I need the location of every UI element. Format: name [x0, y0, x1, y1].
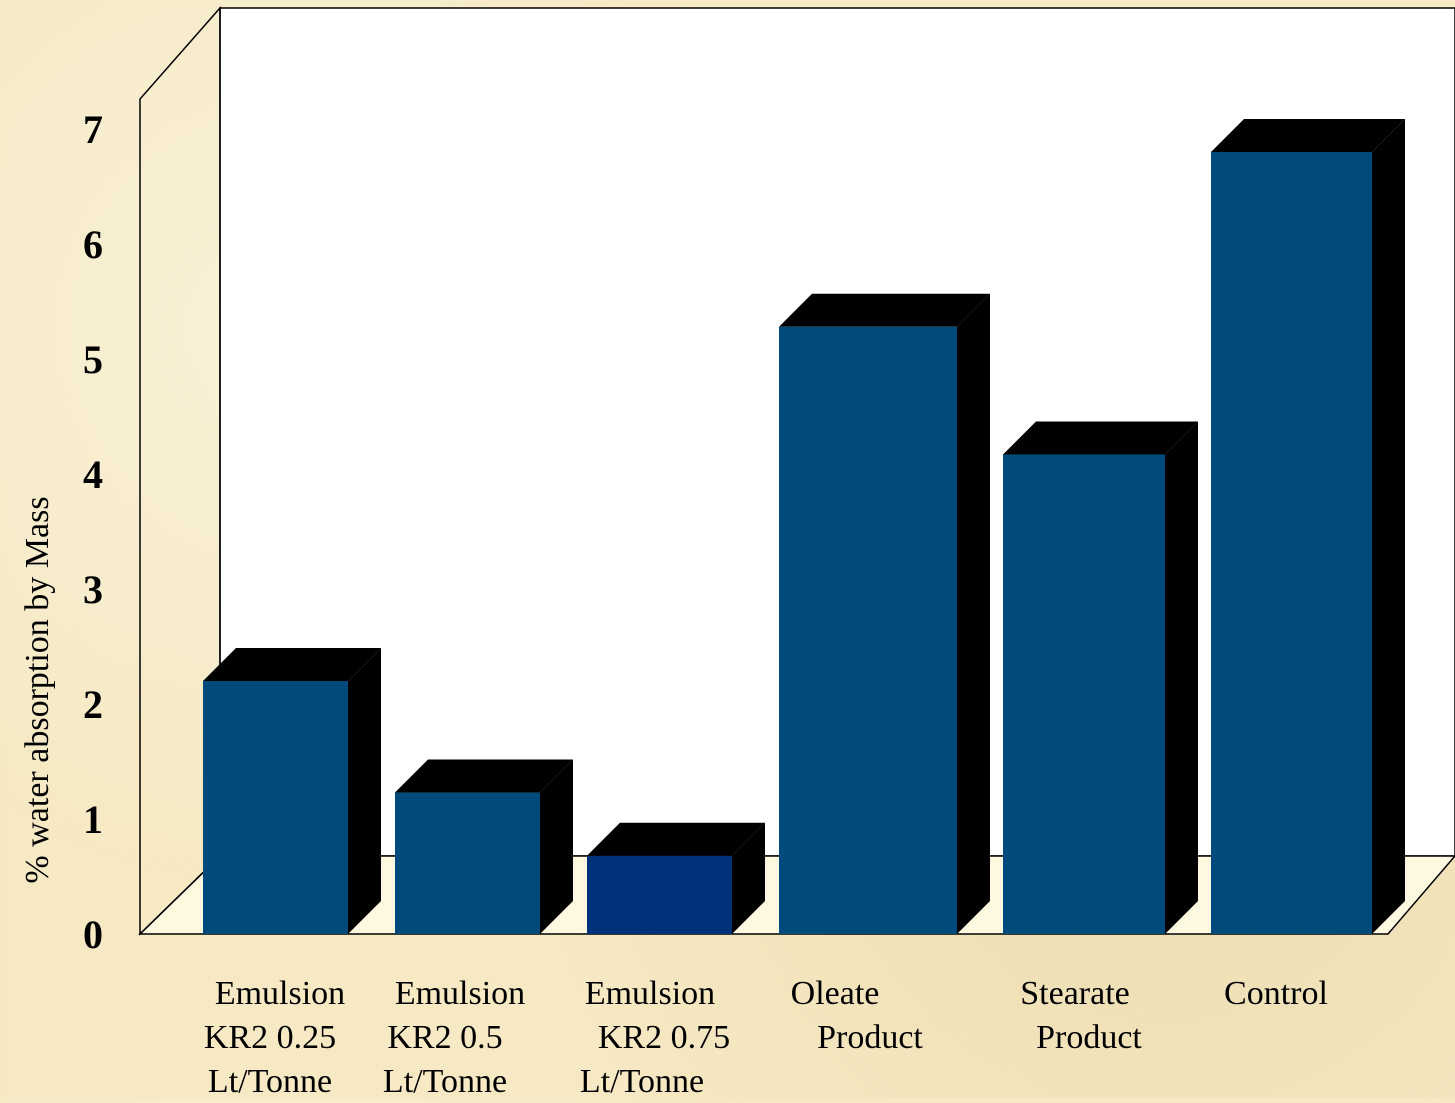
- y-axis-title: % water absorption by Mass: [19, 496, 56, 883]
- category-label-line: Stearate: [1020, 975, 1130, 1012]
- bar-front: [779, 326, 957, 934]
- bar-top: [1211, 119, 1405, 152]
- category-label-line: Control: [1224, 975, 1328, 1012]
- bar: [1211, 119, 1405, 934]
- bar-top: [1003, 421, 1198, 455]
- bar-side: [732, 822, 765, 934]
- bar-front: [587, 855, 732, 934]
- bar-front: [203, 681, 348, 934]
- category-label-line: Product: [1036, 1019, 1142, 1056]
- bar-top: [395, 759, 573, 793]
- bar: [1003, 421, 1198, 934]
- plot-side-wall: [139, 6, 221, 936]
- bar-side: [1165, 421, 1198, 934]
- bar: [587, 822, 765, 934]
- category-label: Oleate Product: [791, 975, 924, 1056]
- y-tick-label: 2: [83, 682, 103, 727]
- y-tick-label: 0: [83, 912, 103, 957]
- category-label-line: Lt/Tonne: [580, 1063, 704, 1098]
- y-tick-label: 1: [83, 797, 103, 842]
- y-tick-label: 3: [83, 567, 103, 612]
- category-label-line: KR2 0.25: [204, 1019, 336, 1056]
- bar-top: [587, 822, 765, 856]
- category-label-line: Oleate: [791, 975, 880, 1012]
- bar-side: [1372, 119, 1405, 934]
- y-tick-label: 4: [83, 452, 103, 497]
- y-tick-label: 5: [83, 337, 103, 382]
- bar: [395, 759, 573, 934]
- bar: [779, 293, 990, 934]
- bar-front: [395, 792, 540, 934]
- category-label-line: Emulsion: [395, 975, 525, 1012]
- category-label-line: Lt/Tonne: [383, 1063, 507, 1098]
- bar-top: [779, 293, 990, 327]
- category-label: Emulsion KR2 0.75 Lt/Tonne: [580, 975, 730, 1098]
- category-label: Emulsion KR2 0.5 Lt/Tonne: [383, 975, 525, 1098]
- bar-top: [203, 648, 381, 681]
- category-label-line: KR2 0.75: [598, 1019, 730, 1056]
- category-label-line: KR2 0.5: [387, 1019, 502, 1056]
- category-label: Emulsion KR2 0.25 Lt/Tonne: [204, 975, 345, 1098]
- category-label-line: Lt/Tonne: [208, 1063, 332, 1098]
- category-label-line: Product: [817, 1019, 923, 1056]
- bar-front: [1211, 152, 1372, 934]
- bar-side: [540, 759, 573, 934]
- category-label: Stearate Product: [1020, 975, 1142, 1056]
- bar: [203, 648, 381, 934]
- category-label: Control: [1224, 975, 1328, 1012]
- category-label-line: Emulsion: [215, 975, 345, 1012]
- y-tick-label: 6: [83, 222, 103, 267]
- bar-side: [348, 648, 381, 934]
- y-tick-label: 7: [83, 107, 103, 152]
- bar-side: [957, 293, 990, 934]
- category-label-line: Emulsion: [585, 975, 715, 1012]
- bar-front: [1003, 454, 1165, 934]
